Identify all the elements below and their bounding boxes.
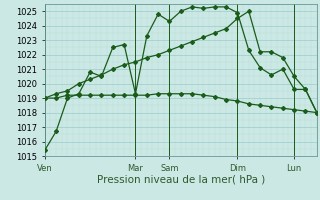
X-axis label: Pression niveau de la mer( hPa ): Pression niveau de la mer( hPa ) <box>97 174 265 184</box>
